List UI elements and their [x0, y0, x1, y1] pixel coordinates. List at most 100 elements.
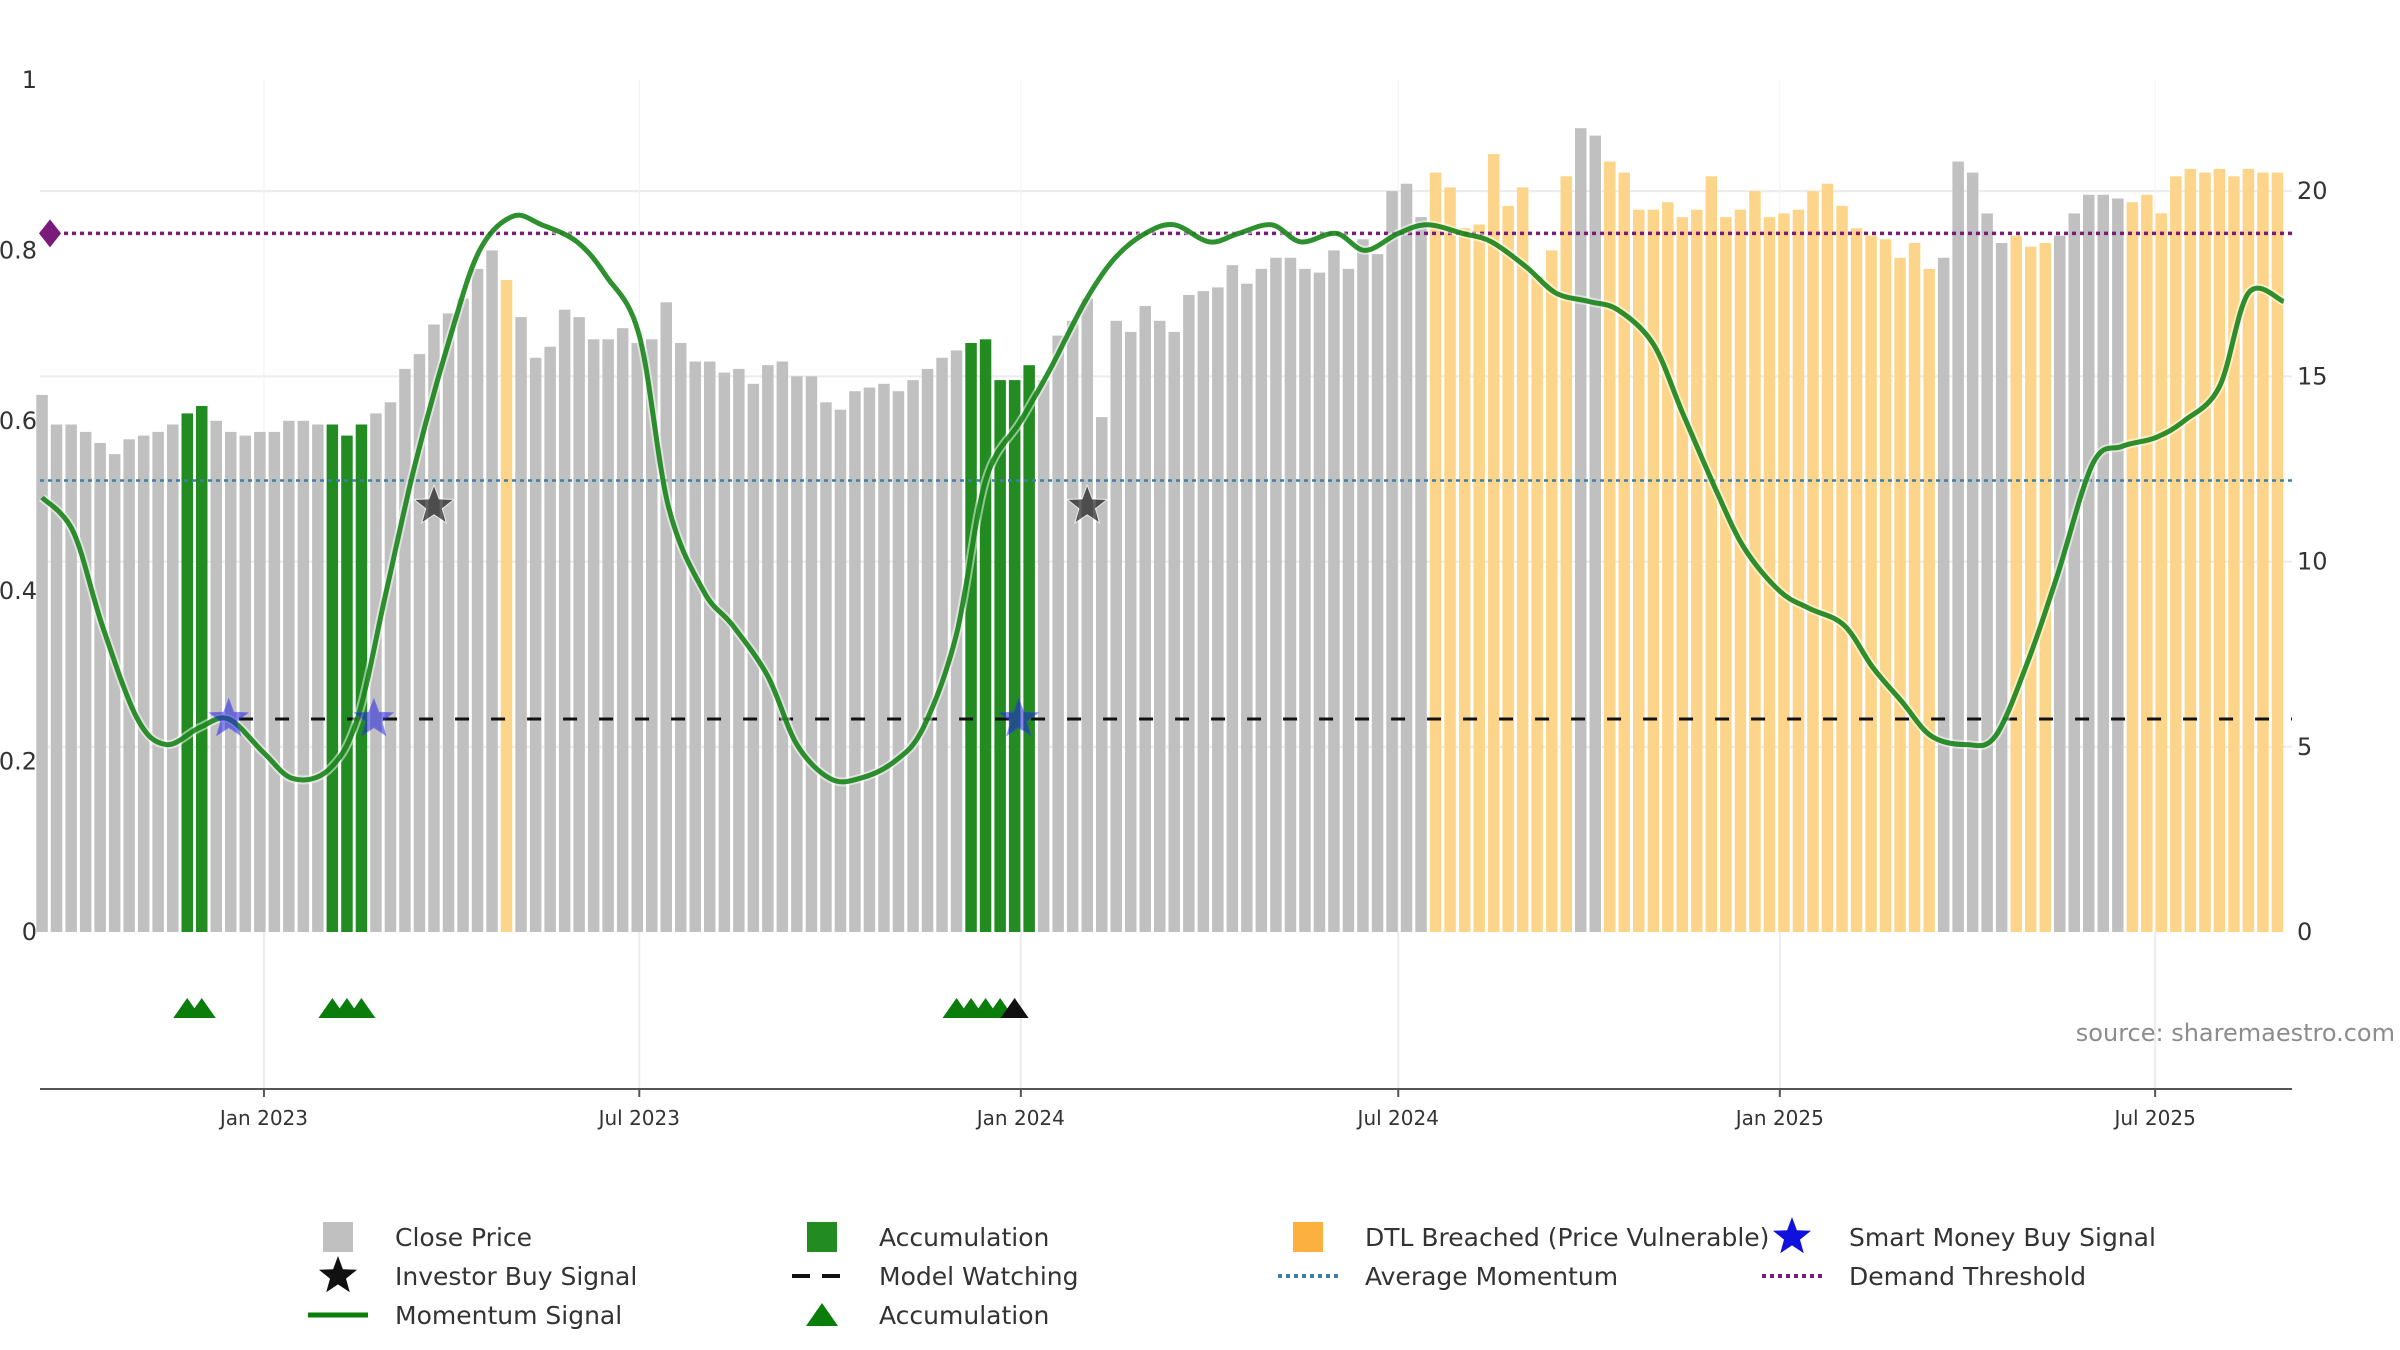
close-price-bar: [515, 317, 527, 933]
legend-label: Accumulation: [879, 1223, 1049, 1252]
accumulation-marker-triangle: [347, 998, 376, 1018]
close-price-bar: [2039, 243, 2051, 932]
close-price-bar: [384, 402, 397, 932]
close-price-bar: [297, 420, 310, 932]
accumulation-marker-triangle: [187, 998, 216, 1018]
legend-item-close_price: Close Price: [323, 1222, 532, 1252]
close-price-bar: [834, 409, 847, 932]
close-price-bar: [1734, 209, 1747, 932]
close-price-bar: [2025, 246, 2037, 932]
close-price-bar: [1487, 154, 1500, 933]
close-price-bar: [1981, 213, 1993, 932]
close-price-bar: [2054, 235, 2066, 933]
close-price-bar: [2213, 168, 2226, 932]
close-price-bar: [1313, 272, 1326, 933]
close-price-bar: [1516, 187, 1529, 932]
close-price-bar: [2242, 168, 2255, 932]
legend-item-accumulation_marker: Accumulation: [806, 1301, 1049, 1330]
close-price-bar: [1908, 243, 1921, 932]
legend-item-accumulation_bar: Accumulation: [807, 1222, 1049, 1252]
x-axis-tick-label: Jan 2025: [1734, 1106, 1824, 1130]
close-price-bar: [1966, 172, 1979, 933]
legend-item-momentum_signal: Momentum Signal: [308, 1301, 622, 1330]
close-price-bar: [1444, 187, 1456, 932]
bars-layer: [36, 128, 2284, 933]
close-price-bar: [849, 391, 861, 932]
close-price-bar: [1415, 217, 1427, 933]
close-price-bar: [936, 357, 948, 932]
x-axis-tick-label: Jan 2023: [218, 1106, 308, 1130]
close-price-bar: [1226, 265, 1239, 932]
close-price-bar: [892, 391, 905, 932]
close-price-bar: [1357, 239, 1369, 933]
close-price-bar: [79, 431, 92, 932]
close-price-bar: [1299, 268, 1311, 932]
close-price-bar: [994, 380, 1006, 933]
close-price-bar: [965, 343, 977, 932]
legend-item-investor_signal: Investor Buy Signal: [319, 1256, 637, 1293]
left-axis-tick-label: 0.6: [0, 407, 37, 435]
close-price-bar: [1618, 172, 1630, 933]
close-price-bar: [2257, 172, 2269, 933]
close-price-bar: [210, 420, 222, 932]
demand-threshold-marker: [39, 219, 61, 248]
left-axis-tick-label: 1: [22, 66, 37, 94]
close-price-bar: [1328, 250, 1340, 932]
x-axis-tick-label: Jul 2024: [1356, 1106, 1439, 1130]
close-price-bar: [1589, 135, 1601, 933]
left-axis-tick-label: 0.2: [0, 748, 37, 776]
close-price-bar: [2271, 172, 2284, 933]
close-price-bar: [1560, 176, 1572, 933]
close-price-bar: [1212, 287, 1224, 932]
close-price-bar: [137, 435, 150, 932]
close-price-bar: [1110, 320, 1122, 932]
smart-money-buy-signal-star: [208, 697, 250, 737]
close-price-bar: [1923, 268, 1935, 932]
close-price-bar: [1052, 335, 1064, 933]
close-price-bar: [602, 339, 614, 932]
close-price-bar: [268, 431, 281, 932]
legend-label: DTL Breached (Price Vulnerable): [1365, 1223, 1769, 1252]
close-price-bar: [631, 343, 643, 932]
close-price-bar: [1720, 217, 1732, 933]
legend-swatch-star: [1773, 1217, 1811, 1254]
close-price-bar: [1894, 257, 1906, 932]
close-price-bar: [1691, 209, 1703, 932]
close-price-bar: [1850, 228, 1863, 932]
legend-item-smart_money: Smart Money Buy Signal: [1773, 1217, 2156, 1254]
close-price-bar: [616, 328, 629, 932]
close-price-bar: [558, 309, 571, 932]
close-price-bar: [2184, 168, 2197, 932]
close-price-bar: [762, 365, 774, 932]
close-price-bar: [1937, 257, 1950, 932]
close-price-bar: [1995, 243, 2008, 932]
close-price-bar: [108, 454, 121, 932]
legend-swatch-square: [1293, 1222, 1323, 1252]
close-price-bar: [1037, 380, 1050, 933]
close-price-bar: [573, 317, 585, 933]
close-price-bar: [878, 383, 890, 932]
close-price-bar: [123, 439, 135, 932]
smart-money-buy-signal-star: [998, 697, 1040, 737]
close-price-bar: [2228, 176, 2240, 933]
close-price-bar: [2126, 202, 2139, 932]
legend-swatch-square: [807, 1222, 837, 1252]
close-price-bar: [1836, 205, 1848, 932]
close-price-bar: [2010, 235, 2022, 933]
left-axis-tick-label: 0: [22, 918, 37, 946]
close-price-bar: [254, 431, 266, 932]
close-price-bar: [1647, 209, 1660, 932]
close-price-bar: [1342, 268, 1355, 932]
close-price-bar: [486, 250, 498, 932]
close-price-bar: [1008, 380, 1021, 933]
right-axis-tick-label: 15: [2297, 362, 2328, 390]
close-price-bar: [1821, 183, 1834, 932]
close-price-bar: [1081, 298, 1093, 933]
close-price-bar: [1633, 209, 1645, 932]
legend-item-average_momentum: Average Momentum: [1278, 1262, 1618, 1291]
close-price-bar: [1154, 320, 1166, 932]
close-price-bar: [341, 435, 353, 932]
legend-item-dtl_breached: DTL Breached (Price Vulnerable): [1293, 1222, 1769, 1252]
close-price-bar: [167, 424, 179, 932]
